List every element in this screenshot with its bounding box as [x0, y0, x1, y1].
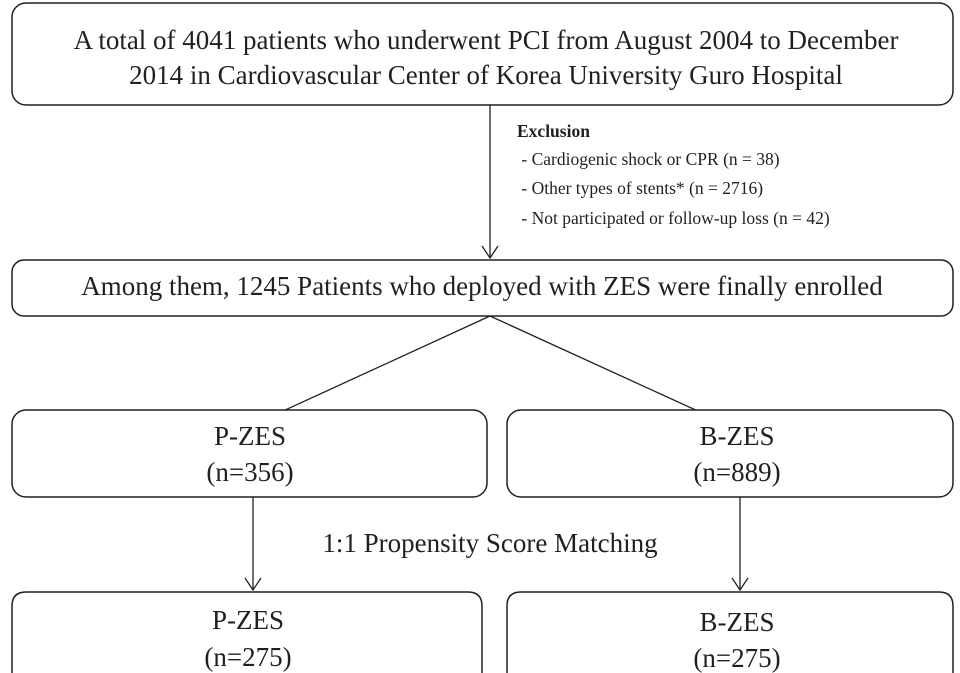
- arrowhead: [481, 245, 499, 260]
- box-text: B-ZES: [699, 421, 774, 451]
- exclusion-item: - Cardiogenic shock or CPR (n = 38): [517, 149, 780, 169]
- box-text: B-ZES: [699, 607, 774, 637]
- box-enrolled: [11, 259, 954, 317]
- box-text: (n=275): [204, 642, 291, 672]
- exclusion-item: - Other types of stents* (n = 2716): [517, 178, 763, 198]
- box-text: Among them, 1245 Patients who deployed w…: [81, 271, 883, 301]
- box-text: 2014 in Cardiovascular Center of Korea U…: [129, 60, 843, 90]
- arrowhead: [731, 577, 749, 592]
- matching-label: 1:1 Propensity Score Matching: [322, 528, 657, 558]
- box-bzes: [506, 409, 954, 498]
- box-text: (n=275): [693, 643, 780, 673]
- box-text: A total of 4041 patients who underwent P…: [74, 25, 899, 55]
- box-text: P-ZES: [212, 605, 284, 635]
- box-total: [11, 2, 954, 106]
- box-text: P-ZES: [214, 421, 286, 451]
- box-pzes: [11, 409, 488, 498]
- box-text: (n=889): [693, 457, 780, 487]
- exclusion-title: Exclusion: [517, 121, 590, 141]
- exclusion-item: - Not participated or follow-up loss (n …: [517, 208, 830, 228]
- box-text: (n=356): [206, 457, 293, 487]
- box-pzes-matched: [11, 591, 483, 673]
- arrowhead: [244, 577, 262, 592]
- box-bzes-matched: [506, 591, 954, 673]
